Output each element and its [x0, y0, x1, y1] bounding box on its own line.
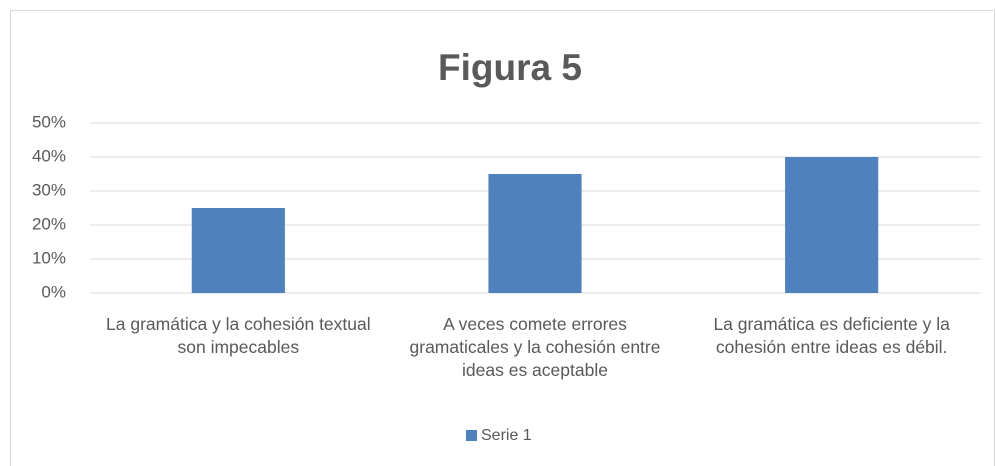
x-tick-label: La gramática es deficiente y la cohesión… — [713, 314, 950, 357]
bar — [785, 157, 879, 293]
y-tick-label: 10% — [32, 248, 66, 267]
y-tick-label: 30% — [32, 180, 66, 199]
chart-title: Figura 5 — [438, 47, 582, 88]
y-tick-label: 40% — [32, 146, 66, 165]
x-tick-label: A veces comete errores gramaticales y la… — [409, 314, 661, 380]
chart-border — [10, 10, 995, 466]
bar — [191, 208, 285, 293]
y-tick-label: 0% — [41, 282, 66, 301]
y-tick-label: 20% — [32, 214, 66, 233]
legend-label: Serie 1 — [481, 427, 532, 444]
x-tick-label: La gramática y la cohesión textual son i… — [106, 314, 371, 357]
y-tick-label: 50% — [32, 112, 66, 131]
bar — [488, 174, 582, 293]
legend-swatch — [466, 430, 477, 441]
